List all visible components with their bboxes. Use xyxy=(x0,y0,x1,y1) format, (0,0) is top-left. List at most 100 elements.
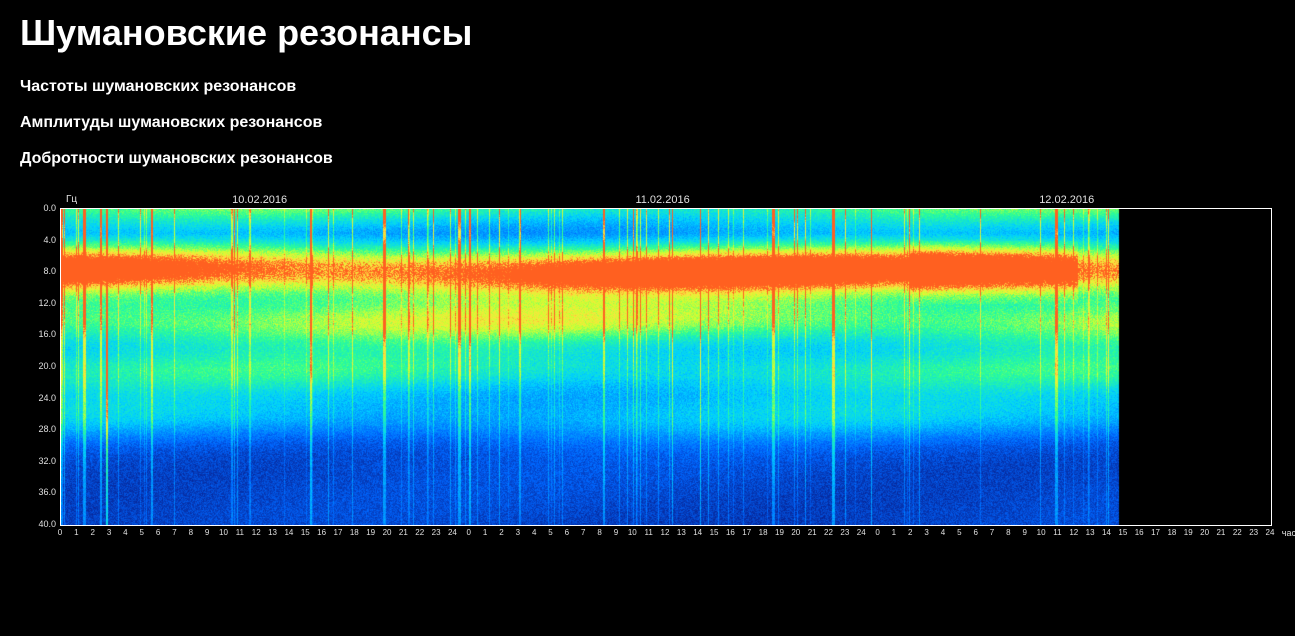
x-tick: 0 xyxy=(875,528,879,537)
x-tick: 19 xyxy=(775,528,784,537)
x-tick: 15 xyxy=(1118,528,1127,537)
y-tick: 40.0 xyxy=(38,519,56,529)
x-tick: 13 xyxy=(677,528,686,537)
date-label: 11.02.2016 xyxy=(635,194,689,206)
x-tick: 7 xyxy=(581,528,585,537)
y-tick: 0.0 xyxy=(43,203,56,213)
link-list: Частоты шумановских резонансов Амплитуды… xyxy=(20,78,1275,168)
date-label: 10.02.2016 xyxy=(232,194,287,206)
y-tick: 24.0 xyxy=(38,393,56,403)
x-tick: 18 xyxy=(1167,528,1176,537)
x-tick: 13 xyxy=(268,528,277,537)
x-axis-unit: час xyxy=(1282,528,1295,538)
x-tick: 5 xyxy=(140,528,144,537)
link-frequencies[interactable]: Частоты шумановских резонансов xyxy=(20,78,1275,96)
x-tick: 15 xyxy=(710,528,719,537)
x-tick: 4 xyxy=(941,528,945,537)
x-tick: 6 xyxy=(565,528,569,537)
x-tick: 14 xyxy=(1102,528,1111,537)
x-tick: 21 xyxy=(1216,528,1225,537)
x-tick: 4 xyxy=(532,528,536,537)
date-axis: Гц 10.02.2016 11.02.2016 12.02.2016 xyxy=(60,194,1270,208)
x-tick: 11 xyxy=(236,528,244,537)
x-tick: 20 xyxy=(791,528,800,537)
x-tick: 8 xyxy=(597,528,601,537)
x-tick: 3 xyxy=(107,528,111,537)
x-tick: 3 xyxy=(516,528,520,537)
x-tick: 9 xyxy=(205,528,209,537)
x-tick: 24 xyxy=(1266,528,1275,537)
x-tick: 1 xyxy=(483,528,487,537)
y-tick: 28.0 xyxy=(38,424,56,434)
x-tick: 12 xyxy=(252,528,261,537)
x-tick: 1 xyxy=(892,528,896,537)
link-qfactors[interactable]: Добротности шумановских резонансов xyxy=(20,150,1275,168)
x-tick: 9 xyxy=(1022,528,1026,537)
x-tick: 2 xyxy=(908,528,912,537)
x-tick: 22 xyxy=(824,528,833,537)
x-tick: 21 xyxy=(399,528,408,537)
x-tick: 19 xyxy=(366,528,375,537)
x-tick: 11 xyxy=(1053,528,1061,537)
y-tick: 36.0 xyxy=(38,487,56,497)
x-tick: 8 xyxy=(189,528,193,537)
x-tick: 24 xyxy=(448,528,457,537)
y-tick: 8.0 xyxy=(43,266,56,276)
y-tick: 16.0 xyxy=(38,329,56,339)
x-tick: 10 xyxy=(628,528,637,537)
date-label: 12.02.2016 xyxy=(1039,194,1094,206)
spectrogram-chart: Гц 10.02.2016 11.02.2016 12.02.2016 0.0 4.0… xyxy=(30,194,1275,540)
x-tick: 8 xyxy=(1006,528,1010,537)
x-tick: 0 xyxy=(58,528,62,537)
x-tick: 24 xyxy=(857,528,866,537)
x-tick: 16 xyxy=(1135,528,1144,537)
x-tick: 20 xyxy=(383,528,392,537)
x-tick: 16 xyxy=(317,528,326,537)
x-tick: 2 xyxy=(90,528,94,537)
x-tick: 5 xyxy=(957,528,961,537)
x-tick: 7 xyxy=(990,528,994,537)
x-tick: 6 xyxy=(973,528,977,537)
x-tick: 21 xyxy=(808,528,817,537)
x-tick: 17 xyxy=(1151,528,1160,537)
x-tick: 14 xyxy=(693,528,702,537)
x-tick: 23 xyxy=(432,528,441,537)
link-amplitudes[interactable]: Амплитуды шумановских резонансов xyxy=(20,114,1275,132)
y-axis-ticks: 0.04.08.012.016.020.024.028.032.036.040.… xyxy=(30,208,60,524)
x-tick: 23 xyxy=(840,528,849,537)
x-tick: 0 xyxy=(467,528,471,537)
x-tick: 10 xyxy=(219,528,228,537)
x-tick: 4 xyxy=(123,528,127,537)
x-tick: 15 xyxy=(301,528,310,537)
y-tick: 20.0 xyxy=(38,361,56,371)
x-tick: 18 xyxy=(759,528,768,537)
x-tick: 17 xyxy=(334,528,343,537)
page-title: Шумановские резонансы xyxy=(20,12,1275,54)
y-tick: 12.0 xyxy=(38,298,56,308)
x-tick: 5 xyxy=(548,528,552,537)
x-tick: 13 xyxy=(1086,528,1095,537)
x-tick: 11 xyxy=(644,528,652,537)
x-tick: 16 xyxy=(726,528,735,537)
x-tick: 22 xyxy=(415,528,424,537)
x-tick: 1 xyxy=(74,528,78,537)
x-tick: 7 xyxy=(172,528,176,537)
x-tick: 12 xyxy=(661,528,670,537)
y-tick: 32.0 xyxy=(38,456,56,466)
spectrogram-canvas xyxy=(60,208,1272,526)
x-tick: 23 xyxy=(1249,528,1258,537)
y-tick: 4.0 xyxy=(43,235,56,245)
x-tick: 20 xyxy=(1200,528,1209,537)
x-tick: 22 xyxy=(1233,528,1242,537)
x-tick: 9 xyxy=(614,528,618,537)
y-axis-unit: Гц xyxy=(66,194,77,205)
x-tick: 18 xyxy=(350,528,359,537)
x-tick: 3 xyxy=(924,528,928,537)
x-tick: 12 xyxy=(1069,528,1078,537)
x-axis-ticks: час 012345678910111213141516171819202122… xyxy=(60,526,1270,540)
x-tick: 10 xyxy=(1037,528,1046,537)
x-tick: 19 xyxy=(1184,528,1193,537)
x-tick: 14 xyxy=(284,528,293,537)
x-tick: 2 xyxy=(499,528,503,537)
x-tick: 17 xyxy=(742,528,751,537)
